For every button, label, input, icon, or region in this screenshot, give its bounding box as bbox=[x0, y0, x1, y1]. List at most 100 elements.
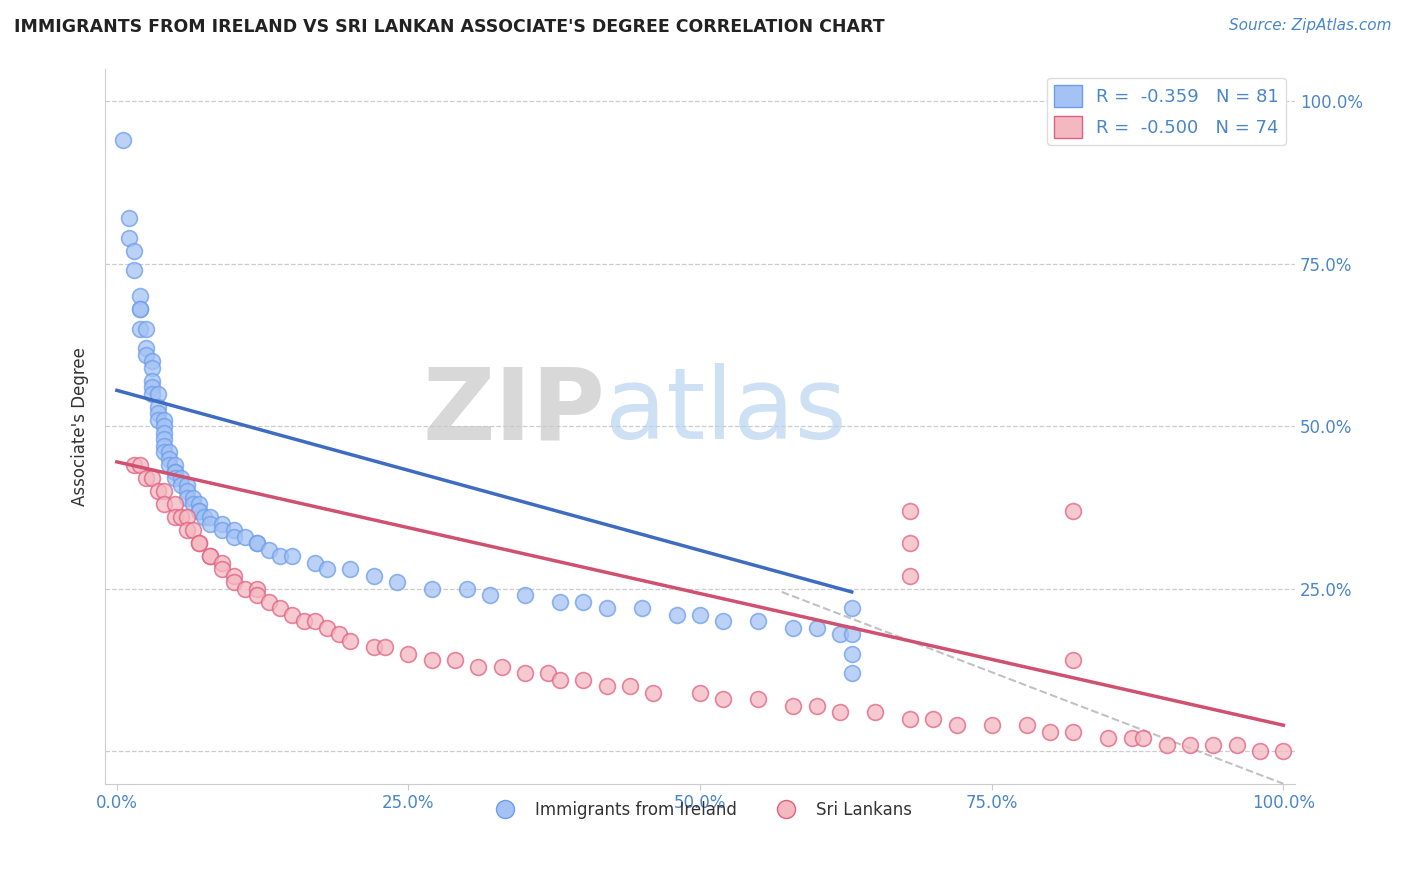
Point bbox=[945, 718, 967, 732]
Point bbox=[129, 302, 152, 317]
Point bbox=[713, 692, 735, 706]
Point bbox=[1015, 718, 1038, 732]
Point bbox=[129, 458, 152, 472]
Point bbox=[233, 530, 256, 544]
Point bbox=[898, 712, 921, 726]
Point bbox=[479, 588, 502, 602]
Point bbox=[141, 380, 163, 394]
Point bbox=[187, 503, 209, 517]
Point bbox=[157, 445, 180, 459]
Point bbox=[841, 647, 863, 661]
Point bbox=[1039, 724, 1062, 739]
Point bbox=[157, 451, 180, 466]
Point bbox=[1249, 744, 1271, 758]
Point bbox=[420, 582, 443, 596]
Point bbox=[1226, 738, 1249, 752]
Point bbox=[806, 698, 828, 713]
Point bbox=[222, 523, 245, 537]
Point bbox=[222, 530, 245, 544]
Point bbox=[176, 484, 198, 499]
Point bbox=[491, 659, 513, 673]
Point bbox=[193, 510, 215, 524]
Point bbox=[980, 718, 1002, 732]
Point bbox=[1062, 653, 1084, 667]
Point bbox=[782, 698, 804, 713]
Point bbox=[152, 425, 174, 440]
Point bbox=[152, 484, 174, 499]
Point bbox=[165, 465, 187, 479]
Point bbox=[747, 692, 769, 706]
Point bbox=[841, 666, 863, 681]
Text: IMMIGRANTS FROM IRELAND VS SRI LANKAN ASSOCIATE'S DEGREE CORRELATION CHART: IMMIGRANTS FROM IRELAND VS SRI LANKAN AS… bbox=[14, 18, 884, 36]
Point bbox=[135, 471, 157, 485]
Point bbox=[281, 549, 304, 564]
Point bbox=[339, 562, 361, 576]
Point bbox=[898, 536, 921, 550]
Point bbox=[146, 406, 169, 420]
Point bbox=[515, 666, 537, 681]
Point bbox=[141, 374, 163, 388]
Point bbox=[548, 595, 571, 609]
Point bbox=[1272, 744, 1295, 758]
Point bbox=[269, 601, 291, 615]
Point bbox=[374, 640, 396, 655]
Point bbox=[863, 705, 886, 719]
Point bbox=[292, 614, 315, 628]
Point bbox=[165, 465, 187, 479]
Point bbox=[1097, 731, 1119, 746]
Y-axis label: Associate's Degree: Associate's Degree bbox=[72, 347, 89, 506]
Point bbox=[689, 686, 711, 700]
Legend: Immigrants from Ireland, Sri Lankans: Immigrants from Ireland, Sri Lankans bbox=[481, 794, 920, 825]
Point bbox=[596, 679, 619, 693]
Point bbox=[124, 458, 146, 472]
Point bbox=[152, 439, 174, 453]
Point bbox=[830, 627, 852, 641]
Point bbox=[141, 386, 163, 401]
Point bbox=[146, 386, 169, 401]
Point bbox=[257, 595, 280, 609]
Point bbox=[165, 471, 187, 485]
Point bbox=[170, 477, 193, 491]
Point bbox=[146, 400, 169, 414]
Point bbox=[630, 601, 652, 615]
Point bbox=[1178, 738, 1201, 752]
Point bbox=[135, 321, 157, 335]
Point bbox=[420, 653, 443, 667]
Point bbox=[187, 497, 209, 511]
Point bbox=[281, 607, 304, 622]
Point bbox=[1062, 724, 1084, 739]
Point bbox=[211, 523, 233, 537]
Point bbox=[548, 673, 571, 687]
Point bbox=[782, 621, 804, 635]
Point bbox=[152, 419, 174, 434]
Point bbox=[246, 582, 269, 596]
Point bbox=[141, 354, 163, 368]
Point bbox=[117, 230, 139, 244]
Point bbox=[339, 633, 361, 648]
Point bbox=[198, 510, 221, 524]
Point bbox=[467, 659, 489, 673]
Point bbox=[572, 595, 595, 609]
Point bbox=[1202, 738, 1225, 752]
Text: atlas: atlas bbox=[605, 363, 846, 460]
Point bbox=[444, 653, 467, 667]
Point bbox=[135, 348, 157, 362]
Point bbox=[198, 516, 221, 531]
Point bbox=[129, 321, 152, 335]
Point bbox=[135, 341, 157, 355]
Point bbox=[129, 289, 152, 303]
Point bbox=[170, 510, 193, 524]
Point bbox=[689, 607, 711, 622]
Point bbox=[141, 360, 163, 375]
Point bbox=[315, 621, 337, 635]
Point bbox=[176, 491, 198, 505]
Point bbox=[385, 575, 408, 590]
Point bbox=[176, 477, 198, 491]
Point bbox=[922, 712, 945, 726]
Point bbox=[187, 503, 209, 517]
Point bbox=[257, 542, 280, 557]
Text: Source: ZipAtlas.com: Source: ZipAtlas.com bbox=[1229, 18, 1392, 33]
Point bbox=[596, 601, 619, 615]
Point bbox=[1121, 731, 1143, 746]
Point bbox=[181, 497, 204, 511]
